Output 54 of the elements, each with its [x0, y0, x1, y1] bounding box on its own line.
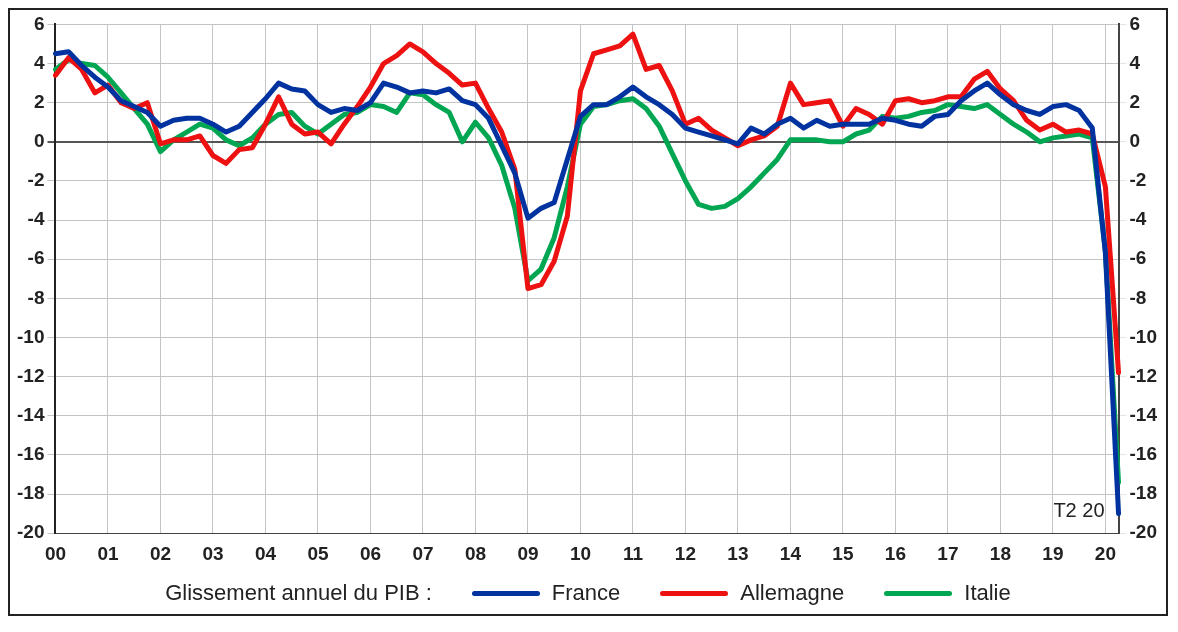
x-tick-label: 08 — [464, 542, 487, 564]
y2-tick-label: 0 — [33, 130, 45, 152]
annotation: T2 20 — [1053, 498, 1105, 521]
y-tick-label: -6 — [1129, 247, 1147, 269]
x-tick-label: 07 — [412, 542, 434, 564]
y2-tick-label: -14 — [16, 404, 45, 426]
x-tick-label: 16 — [884, 542, 906, 564]
x-tick-label: 11 — [622, 542, 644, 564]
y-tick-label: 6 — [1129, 12, 1141, 34]
y-tick-label: -16 — [1129, 443, 1158, 465]
y-tick-label: -20 — [1129, 521, 1158, 543]
x-tick-label: 18 — [989, 542, 1011, 564]
x-tick-label: 17 — [937, 542, 959, 564]
y-tick-label: -12 — [1129, 364, 1158, 386]
y2-tick-label: 4 — [33, 51, 45, 73]
y-tick-label: 4 — [1129, 51, 1141, 73]
x-tick-label: 15 — [832, 542, 854, 564]
x-tick-label: 19 — [1042, 542, 1064, 564]
y2-tick-label: -12 — [16, 364, 45, 386]
legend-label: France — [551, 580, 621, 606]
y-tick-label: -8 — [1129, 286, 1147, 308]
y2-tick-label: -16 — [16, 443, 45, 465]
y2-tick-label: -8 — [27, 286, 45, 308]
y-tick-label: -18 — [1129, 482, 1158, 504]
x-tick-label: 12 — [674, 542, 696, 564]
legend-title: Glissement annuel du PIB : — [165, 580, 432, 606]
legend-label: Allemagne — [740, 580, 845, 606]
y2-tick-label: -10 — [16, 325, 45, 347]
y2-tick-label: -6 — [27, 247, 45, 269]
x-tick-label: 13 — [727, 542, 749, 564]
x-tick-label: 14 — [779, 542, 802, 564]
y2-tick-label: -4 — [27, 208, 45, 230]
x-tick-label: 20 — [1094, 542, 1116, 564]
x-tick-label: 03 — [202, 542, 224, 564]
y-tick-label: -10 — [1129, 325, 1158, 347]
x-tick-label: 09 — [517, 542, 539, 564]
y-tick-label: 2 — [1129, 90, 1141, 112]
y2-tick-label: -2 — [27, 169, 45, 191]
x-tick-label: 01 — [97, 542, 119, 564]
x-tick-label: 05 — [307, 542, 329, 564]
y2-tick-label: 2 — [33, 90, 45, 112]
x-tick-label: 02 — [149, 542, 172, 564]
x-tick-label: 04 — [254, 542, 277, 564]
y-tick-label: -14 — [1129, 404, 1158, 426]
legend-label: Italie — [964, 580, 1011, 606]
y2-tick-label: 6 — [33, 12, 45, 34]
y-tick-label: -2 — [1129, 169, 1147, 191]
x-tick-label: 10 — [569, 542, 592, 564]
y2-tick-label: -18 — [16, 482, 45, 504]
x-tick-label: 06 — [359, 542, 382, 564]
x-tick-label: 00 — [44, 542, 67, 564]
y-tick-label: 0 — [1129, 130, 1141, 152]
y-tick-label: -4 — [1129, 208, 1147, 230]
y2-tick-label: -20 — [16, 521, 45, 543]
